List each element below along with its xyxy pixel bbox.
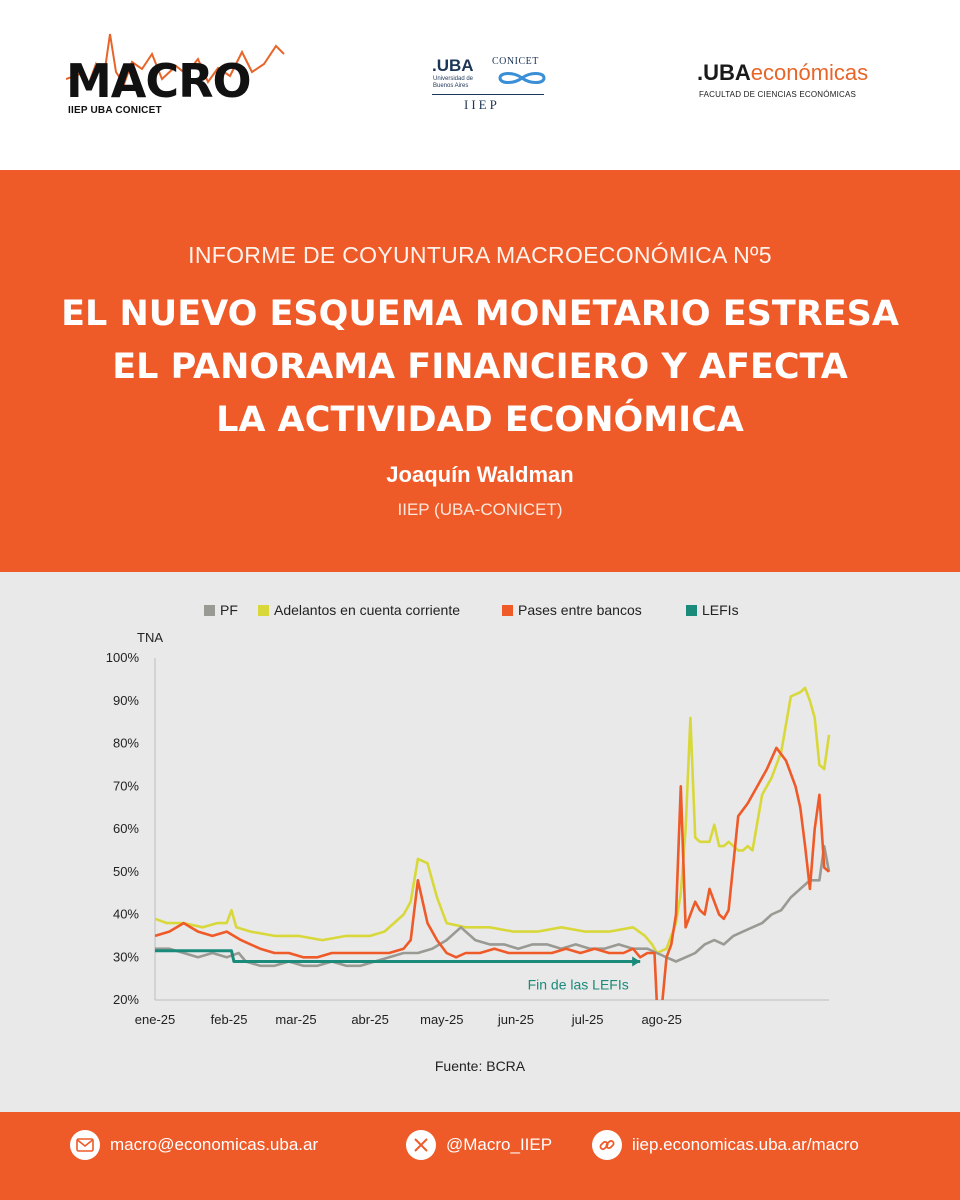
y-tick-label: 90% bbox=[113, 693, 139, 708]
footer-twitter[interactable]: @Macro_IIEP bbox=[406, 1130, 552, 1160]
x-twitter-icon bbox=[406, 1130, 436, 1160]
x-tick-label: jun-25 bbox=[497, 1012, 534, 1027]
macro-logo-subtitle: IIEP UBA CONICET bbox=[68, 105, 162, 116]
eco-logo-subtitle: FACULTAD DE CIENCIAS ECONÓMICAS bbox=[699, 90, 857, 99]
iiep-logo-word: IIEP bbox=[464, 97, 500, 112]
legend-label-adelantos: Adelantos en cuenta corriente bbox=[274, 602, 461, 618]
annotation-fin-lefis: Fin de las LEFIs bbox=[528, 977, 629, 993]
title-line-1: EL NUEVO ESQUEMA MONETARIO ESTRESA bbox=[61, 294, 899, 334]
series-line-pases bbox=[155, 746, 830, 1000]
report-kicker: INFORME DE COYUNTURA MACROECONÓMICA Nº5 bbox=[188, 242, 772, 268]
legend-item-lefis: LEFIs bbox=[686, 602, 739, 618]
author-affiliation: IIEP (UBA-CONICET) bbox=[397, 500, 563, 519]
series-line-adelantos bbox=[155, 686, 831, 955]
chart-panel: PF Adelantos en cuenta corriente Pases e… bbox=[0, 572, 960, 1112]
title-line-2: EL PANORAMA FINANCIERO Y AFECTA bbox=[112, 347, 848, 387]
y-axis-title: TNA bbox=[137, 630, 163, 645]
x-tick-label: abr-25 bbox=[351, 1012, 389, 1027]
chart-legend: PF Adelantos en cuenta corriente Pases e… bbox=[0, 602, 960, 622]
legend-label-pases: Pases entre bancos bbox=[518, 602, 642, 618]
iiep-logo[interactable]: .UBA Universidad de Buenos Aires CONICET… bbox=[430, 52, 550, 122]
iiep-logo-conicet: CONICET bbox=[492, 56, 539, 67]
eco-logo-uba: .UBA bbox=[697, 60, 751, 85]
author-name: Joaquín Waldman bbox=[386, 462, 574, 487]
legend-swatch-lefis bbox=[686, 604, 697, 616]
legend-swatch-pases bbox=[502, 604, 513, 616]
legend-label-lefis: LEFIs bbox=[702, 602, 739, 618]
footer-twitter-text: @Macro_IIEP bbox=[446, 1135, 553, 1154]
x-tick-label: feb-25 bbox=[211, 1012, 248, 1027]
uba-economicas-logo[interactable]: .UBAeconómicas FACULTAD DE CIENCIAS ECON… bbox=[697, 60, 897, 110]
footer-website-text: iiep.economicas.uba.ar/macro bbox=[632, 1135, 859, 1154]
y-tick-label: 40% bbox=[113, 907, 139, 922]
title-line-3: LA ACTIVIDAD ECONÓMICA bbox=[216, 400, 744, 440]
x-tick-label: jul-25 bbox=[571, 1012, 604, 1027]
report-title: EL NUEVO ESQUEMA MONETARIO ESTRESA EL PA… bbox=[0, 288, 960, 447]
x-tick-label: ago-25 bbox=[641, 1012, 681, 1027]
legend-swatch-pf bbox=[204, 604, 215, 616]
macro-wordmark: MACRO bbox=[66, 54, 252, 108]
header: MACRO IIEP UBA CONICET .UBA Universidad … bbox=[0, 0, 960, 170]
macro-spark-line-icon bbox=[66, 33, 285, 89]
conicet-infinity-icon bbox=[498, 72, 546, 84]
y-tick-label: 80% bbox=[113, 736, 139, 751]
footer-email-text: macro@economicas.uba.ar bbox=[110, 1135, 319, 1154]
y-tick-label: 30% bbox=[113, 949, 139, 964]
iiep-logo-uba: .UBA bbox=[432, 56, 474, 75]
x-tick-label: mar-25 bbox=[275, 1012, 316, 1027]
footer-email[interactable]: macro@economicas.uba.ar bbox=[70, 1130, 318, 1160]
y-tick-label: 100% bbox=[106, 650, 140, 665]
mail-icon bbox=[70, 1130, 100, 1160]
footer: macro@economicas.uba.ar @Macro_IIEP iiep… bbox=[0, 1112, 960, 1200]
legend-swatch-adelantos bbox=[258, 604, 269, 616]
y-tick-label: 60% bbox=[113, 821, 139, 836]
footer-website[interactable]: iiep.economicas.uba.ar/macro bbox=[592, 1130, 859, 1160]
y-tick-label: 20% bbox=[113, 992, 139, 1007]
y-tick-label: 70% bbox=[113, 778, 139, 793]
series-line-lefis bbox=[155, 949, 641, 963]
series-line-pf bbox=[155, 844, 831, 968]
legend-item-pf: PF bbox=[204, 602, 238, 618]
macro-logo[interactable]: MACRO IIEP UBA CONICET bbox=[66, 24, 286, 124]
legend-label-pf: PF bbox=[220, 602, 238, 618]
x-tick-label: may-25 bbox=[420, 1012, 463, 1027]
iiep-logo-rule bbox=[432, 94, 544, 95]
iiep-logo-uba-sub: Universidad de Buenos Aires bbox=[433, 76, 474, 89]
link-icon bbox=[592, 1130, 622, 1160]
legend-item-pases: Pases entre bancos bbox=[502, 602, 642, 618]
y-tick-label: 50% bbox=[113, 864, 139, 879]
x-tick-label: ene-25 bbox=[135, 1012, 175, 1027]
legend-item-adelantos: Adelantos en cuenta corriente bbox=[258, 602, 460, 618]
eco-logo-word: económicas bbox=[750, 60, 869, 85]
rates-line-chart: 20% 30% 40% 50% 60% 70% 80% 90% 100% ene-25 feb-25… bbox=[106, 650, 831, 1027]
lefis-arrow-head bbox=[632, 956, 641, 967]
title-banner: INFORME DE COYUNTURA MACROECONÓMICA Nº5 … bbox=[0, 170, 960, 572]
chart-source: Fuente: BCRA bbox=[434, 1058, 526, 1074]
